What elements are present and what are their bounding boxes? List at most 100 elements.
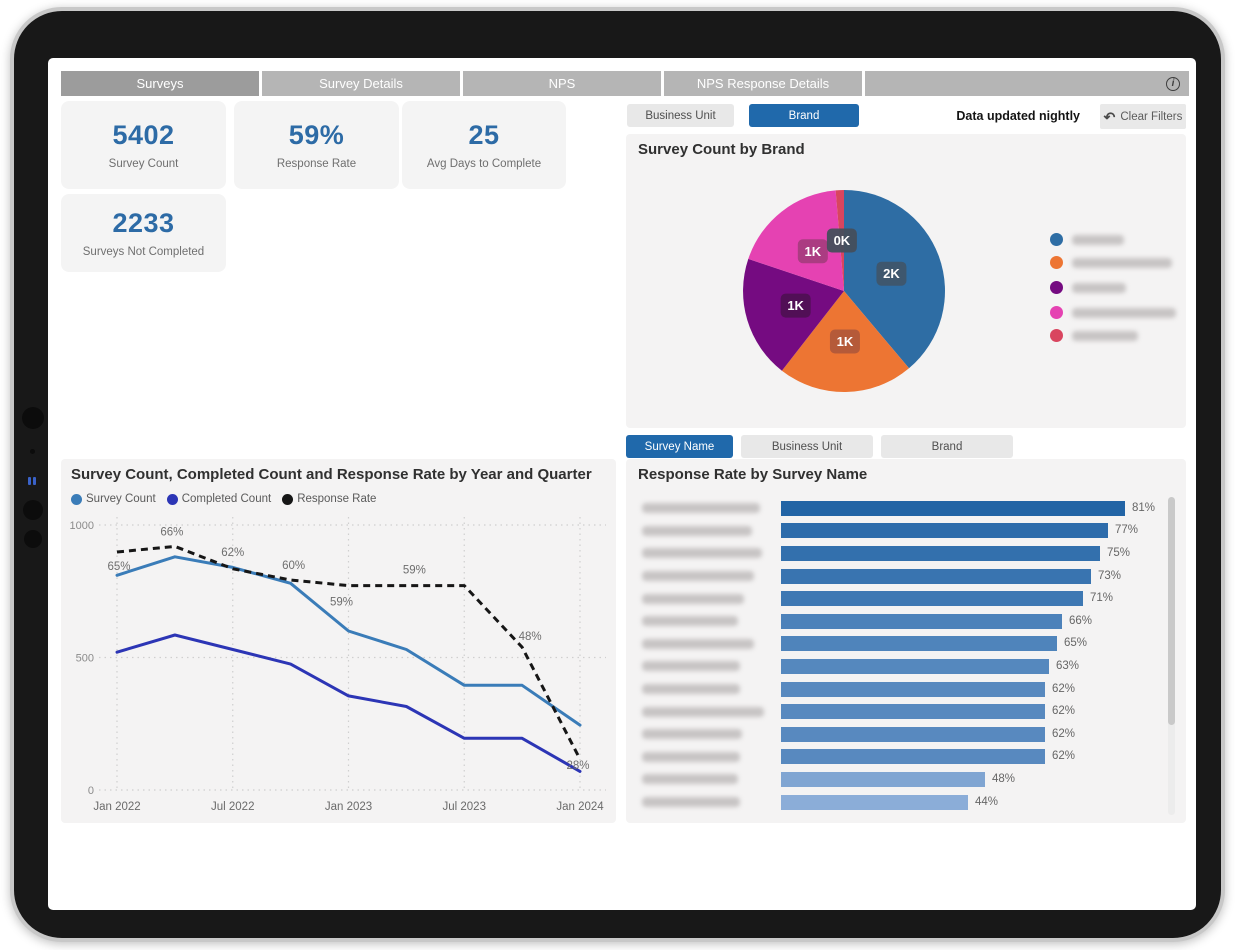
bar-value: 71% [1090, 592, 1114, 605]
bar-row: 71% [636, 587, 1166, 610]
pie-label-chip: 2K [876, 261, 907, 286]
bar-value: 75% [1107, 546, 1131, 559]
bar-row: 63% [636, 655, 1166, 678]
info-icon[interactable]: i [1166, 76, 1180, 91]
svg-text:1K: 1K [787, 298, 804, 313]
bar-row: 62% [636, 723, 1166, 746]
series-survey-count [115, 555, 582, 727]
svg-text:2K: 2K [883, 266, 900, 281]
bezel-indicator-icon [28, 477, 36, 485]
legend-dot [166, 493, 178, 505]
bar[interactable] [781, 591, 1083, 607]
kpi-card-response-rate: 59% Response Rate [234, 101, 399, 189]
slicer-button-survey-name[interactable]: Survey Name [626, 435, 733, 458]
y-axis-tick: 500 [76, 653, 94, 665]
kpi-value: 5402 [112, 120, 175, 150]
bar-value: 63% [1056, 659, 1080, 672]
data-updated-note: Data updated nightly [956, 109, 1080, 123]
y-axis-tick: 0 [88, 785, 94, 797]
bar-value: 77% [1115, 524, 1139, 537]
bar[interactable] [781, 749, 1045, 765]
bar-category-redacted [642, 525, 752, 536]
bar-category-redacted [642, 706, 764, 717]
bar[interactable] [781, 523, 1108, 539]
bezel-camera-icon [22, 407, 44, 429]
bar-chart: 81% 77% 75% 73% 71% 66% 65% 63% 62% 62% 62% 62% 48% 4… [636, 497, 1166, 815]
redacted-label [1072, 234, 1124, 245]
bar[interactable] [781, 704, 1045, 720]
scrollbar[interactable] [1168, 497, 1175, 815]
data-label: 28% [566, 760, 589, 772]
bar[interactable] [781, 636, 1057, 652]
bezel-button-lower[interactable] [24, 530, 42, 548]
pie-label-chip: 1K [780, 293, 811, 318]
bar[interactable] [781, 613, 1062, 629]
line-legend-item-survey-count: Survey Count [71, 493, 156, 505]
bar-row: 48% [636, 768, 1166, 791]
redacted-label [1072, 282, 1126, 293]
data-label: 65% [107, 561, 130, 573]
filter-button-brand[interactable]: Brand [749, 104, 859, 127]
bar-value: 81% [1132, 501, 1156, 514]
pie-slice-3[interactable] [748, 190, 844, 291]
svg-text:1K: 1K [837, 334, 854, 349]
series-response-rate [116, 544, 582, 760]
tab-bar-filler: i [865, 71, 1189, 96]
y-axis-tick: 1000 [70, 520, 94, 532]
bar[interactable] [781, 500, 1125, 516]
kpi-card-survey-count: 5402 Survey Count [61, 101, 226, 189]
bar[interactable] [781, 771, 985, 787]
scrollbar-thumb[interactable] [1168, 497, 1175, 725]
slicer-button-brand[interactable]: Brand [881, 435, 1013, 458]
bar[interactable] [781, 726, 1045, 742]
legend-dot [71, 493, 82, 505]
legend-dot [282, 493, 294, 505]
bar[interactable] [781, 794, 968, 810]
bar-value: 65% [1064, 637, 1088, 650]
svg-text:0K: 0K [834, 233, 851, 248]
bar-value: 73% [1098, 569, 1122, 582]
bar[interactable] [781, 681, 1045, 697]
x-axis-tick: Jan 2023 [325, 801, 372, 813]
filter-button-business-unit[interactable]: Business Unit [627, 104, 734, 127]
data-label: 62% [221, 547, 244, 559]
legend-swatch [1050, 281, 1063, 294]
x-axis-tick: Jan 2024 [556, 801, 604, 813]
clear-filters-label: Clear Filters [1120, 110, 1183, 123]
bar-category-redacted [642, 548, 762, 559]
data-label: 59% [330, 597, 353, 609]
bar-category-redacted [642, 638, 754, 649]
bar-value: 44% [975, 795, 999, 808]
tab-surveys[interactable]: Surveys [61, 71, 259, 96]
bar-value: 62% [1052, 750, 1076, 763]
bar[interactable] [781, 658, 1049, 674]
kpi-card-avg-days-to-complete: 25 Avg Days to Complete [402, 101, 566, 189]
kpi-label: Response Rate [276, 158, 357, 170]
kpi-label: Survey Count [108, 158, 179, 170]
bar[interactable] [781, 568, 1091, 584]
line-chart: 1000 500 0 Jan 2022 Jul 2022 Jan 2023 Jul 2023… [70, 517, 606, 813]
tab-survey-details[interactable]: Survey Details [262, 71, 460, 96]
panel-survey-trend: Survey Count, Completed Count and Respon… [61, 459, 616, 823]
pie-chart-title: Survey Count by Brand [638, 141, 805, 158]
clear-filters-button[interactable]: ↶ Clear Filters [1100, 104, 1186, 129]
bar-row: 65% [636, 633, 1166, 656]
tab-nps-response-details[interactable]: NPS Response Details [664, 71, 862, 96]
kpi-value: 2233 [112, 208, 175, 238]
x-axis-tick: Jan 2022 [93, 801, 140, 813]
bezel-sensor-icon [30, 449, 35, 454]
bezel-button-upper[interactable] [23, 500, 43, 520]
kpi-value: 59% [288, 120, 345, 150]
report-tab-bar: Surveys Survey Details NPS NPS Response Det… [61, 71, 1189, 96]
bar-row: 77% [636, 520, 1166, 543]
bar-category-redacted [642, 797, 740, 808]
tab-nps[interactable]: NPS [463, 71, 661, 96]
bar-row: 75% [636, 542, 1166, 565]
bar-row: 73% [636, 565, 1166, 588]
bar[interactable] [781, 545, 1100, 561]
bar-row: 66% [636, 610, 1166, 633]
slicer-button-business-unit[interactable]: Business Unit [741, 435, 873, 458]
data-label: 48% [519, 631, 542, 643]
data-label: 66% [160, 526, 183, 538]
pie-chart: 2K 1K 1K 1K 0K [743, 190, 945, 393]
